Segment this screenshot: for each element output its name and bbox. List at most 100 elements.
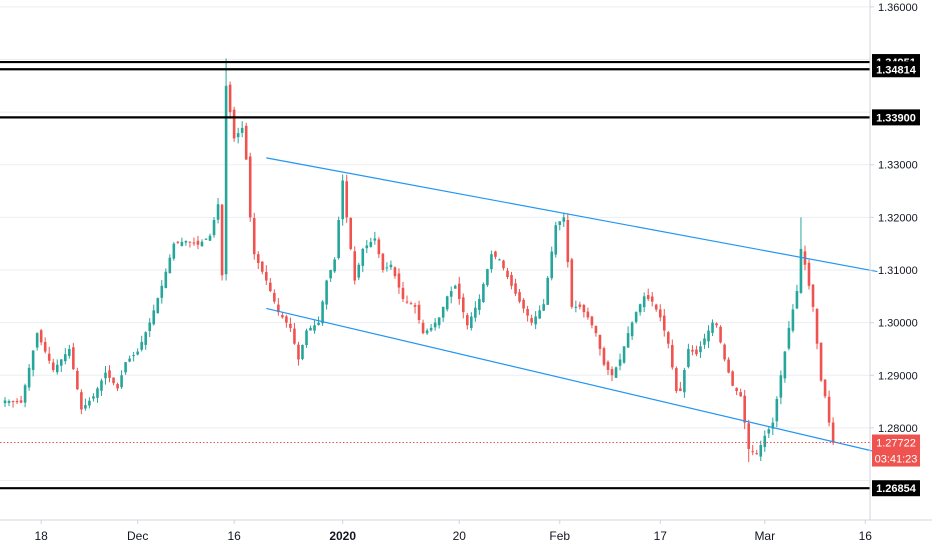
candle-body	[699, 346, 702, 353]
candle-body	[727, 359, 730, 373]
candle-body	[687, 348, 690, 367]
candle-body	[791, 309, 795, 331]
candle-body	[626, 333, 630, 348]
candle-body	[747, 423, 750, 449]
candle-body	[76, 370, 79, 390]
candle-body	[55, 364, 59, 373]
candle-body	[285, 316, 288, 323]
candle-body	[719, 326, 722, 343]
candle-body	[373, 238, 377, 241]
candle-body	[546, 277, 549, 305]
candle-body	[421, 322, 425, 334]
candle-body	[542, 304, 545, 311]
candle-body	[634, 312, 638, 322]
candle-body	[763, 435, 767, 447]
candle-body	[779, 375, 783, 398]
candle-body	[683, 370, 686, 393]
candle-body	[297, 344, 300, 360]
y-tick-label: 1.30000	[878, 318, 918, 330]
candle-body	[208, 235, 212, 241]
candle-body	[136, 351, 139, 355]
candle-body	[84, 405, 87, 409]
candle-body	[771, 422, 775, 429]
candle-body	[827, 396, 831, 423]
time-axis[interactable]: 18 Dec 16 2020 20 Feb 17 Mar 16	[35, 520, 873, 543]
candle-body	[59, 359, 63, 366]
candle-body	[393, 267, 397, 277]
candle-body	[642, 296, 646, 308]
candle-body	[457, 283, 461, 299]
candle-body	[598, 334, 602, 349]
candle-body	[526, 309, 529, 316]
candle-body	[128, 358, 131, 362]
candle-body	[301, 345, 304, 360]
candle-body	[43, 342, 47, 352]
candle-body	[482, 284, 485, 303]
level-label: 1.33900	[876, 112, 916, 124]
candle-body	[204, 238, 208, 240]
candle-body	[582, 305, 586, 313]
candle-body	[518, 292, 521, 302]
candlestick-series	[0, 6, 870, 482]
candle-body	[172, 243, 176, 259]
candle-body	[160, 285, 164, 298]
candle-body	[554, 225, 558, 255]
y-tick-label: 1.28000	[878, 423, 918, 435]
candle-body	[148, 322, 152, 332]
candle-body	[228, 84, 232, 113]
candle-body	[514, 283, 517, 294]
candle-body	[281, 315, 284, 318]
candle-body	[646, 295, 650, 299]
x-tick-label: 17	[654, 529, 668, 543]
candle-body	[405, 301, 409, 303]
candle-body	[711, 322, 714, 333]
candle-body	[679, 388, 682, 392]
candle-body	[441, 306, 445, 318]
candle-body	[289, 323, 292, 328]
candle-body	[502, 260, 505, 269]
candle-body	[277, 304, 280, 313]
candle-body	[530, 318, 533, 323]
candle-body	[606, 361, 610, 370]
candle-body	[417, 304, 421, 320]
candle-body	[751, 451, 755, 453]
candle-body	[654, 304, 658, 310]
candle-body	[622, 346, 626, 363]
candle-body	[618, 359, 622, 366]
candle-body	[11, 401, 15, 403]
price-axis[interactable]: 1.36000 1.33000 1.32000 1.31000 1.30000 1.290…	[870, 2, 918, 435]
level-label-box	[872, 480, 920, 497]
candle-body	[68, 348, 71, 356]
candle-body	[787, 327, 791, 349]
level-label-box	[872, 61, 920, 78]
candle-body	[662, 315, 666, 331]
candle-body	[80, 392, 83, 410]
candle-body	[192, 242, 196, 244]
candle-body	[180, 241, 184, 246]
candle-body	[510, 275, 513, 286]
candle-body	[116, 384, 119, 389]
candle-body	[232, 109, 236, 139]
candle-body	[248, 156, 252, 218]
y-tick-label: 1.31000	[878, 265, 918, 277]
candle-body	[506, 270, 509, 278]
candle-body	[675, 368, 678, 392]
candle-body	[35, 333, 39, 348]
candle-body	[522, 299, 525, 309]
candle-body	[329, 270, 332, 279]
y-tick-label: 1.32000	[878, 212, 918, 224]
candle-body	[807, 262, 811, 286]
candle-body	[64, 354, 67, 362]
candle-body	[200, 241, 204, 247]
candle-body	[453, 285, 457, 289]
candle-body	[775, 398, 779, 422]
candle-body	[260, 261, 264, 272]
candle-body	[361, 248, 365, 266]
candle-body	[707, 330, 710, 342]
candle-body	[140, 341, 143, 350]
candle-body	[313, 325, 316, 331]
candle-body	[650, 296, 654, 302]
candle-body	[51, 362, 55, 370]
